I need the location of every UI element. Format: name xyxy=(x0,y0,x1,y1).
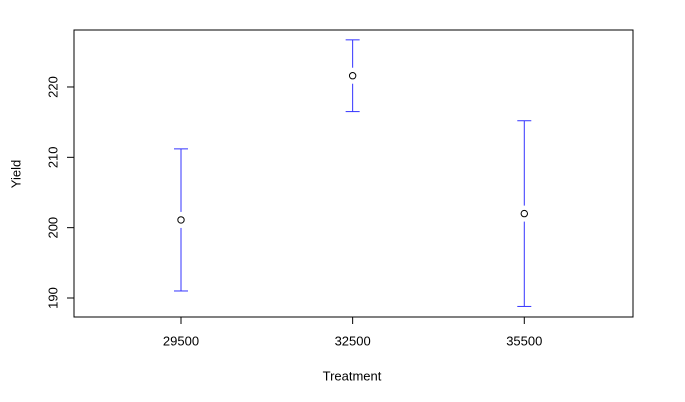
y-tick-label: 200 xyxy=(45,217,60,239)
x-axis-title: Treatment xyxy=(323,368,382,383)
y-tick-label: 190 xyxy=(45,287,60,309)
point xyxy=(520,209,528,218)
y-tick-label: 220 xyxy=(45,76,60,98)
plot-frame xyxy=(73,29,634,318)
y-tick-label: 210 xyxy=(45,146,60,168)
point xyxy=(348,72,357,80)
x-tick-label: 32500 xyxy=(335,333,371,348)
y-axis-title: Yield xyxy=(8,160,23,188)
point xyxy=(177,216,185,224)
x-tick-label: 35500 xyxy=(506,333,542,348)
x-tick-label: 29500 xyxy=(163,333,199,348)
